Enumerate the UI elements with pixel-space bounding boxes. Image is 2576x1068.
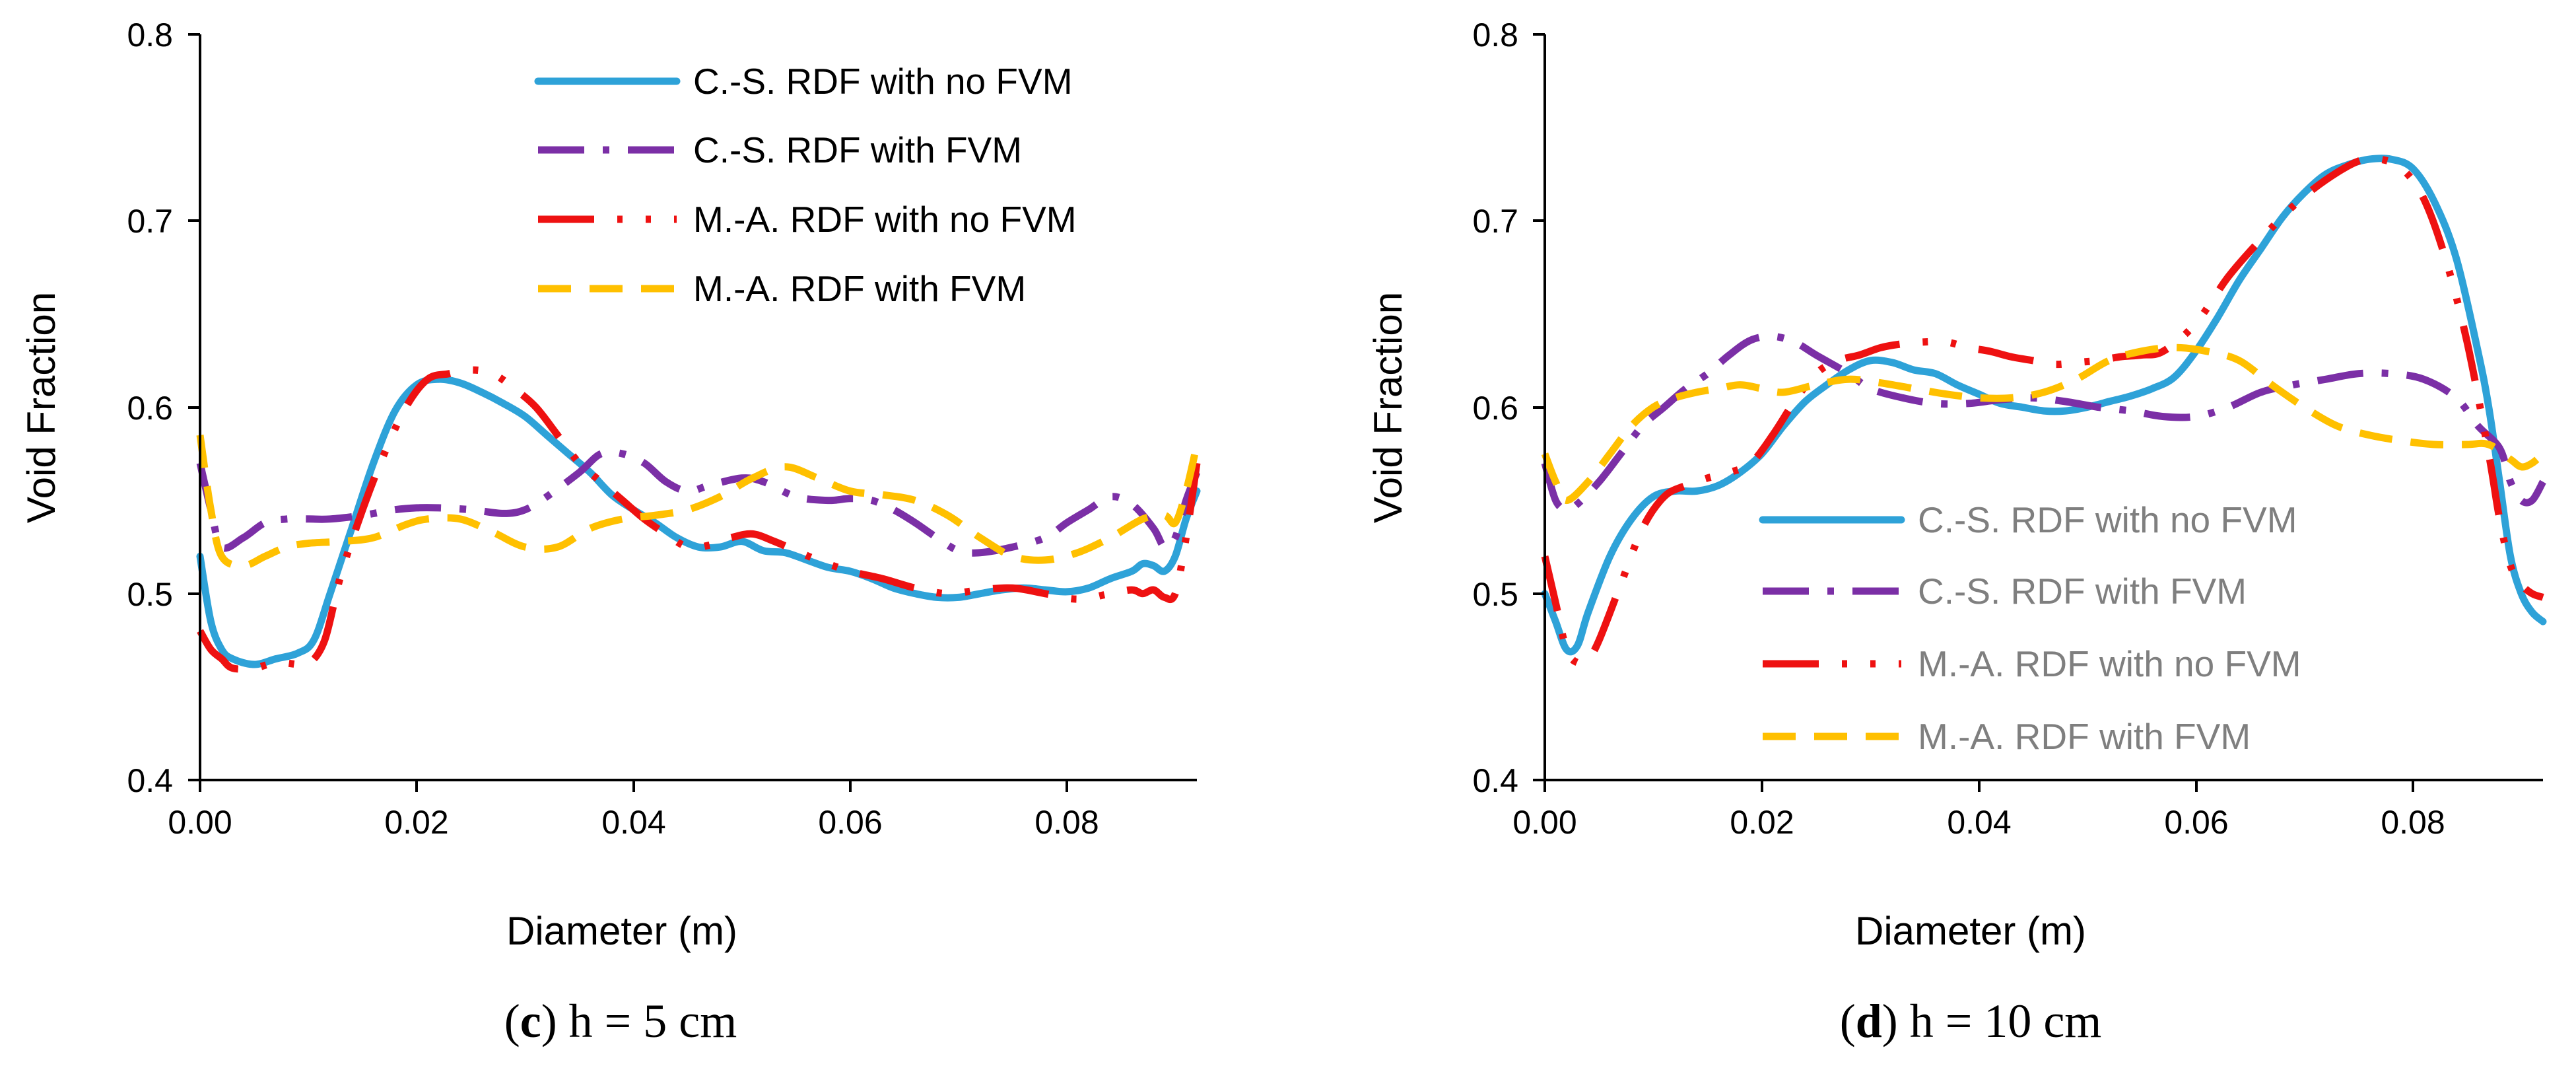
chart-panel-d: 0.8 0.7 0.6 0.5 0.4 0.00 0.02 0.04 0.06 …: [1366, 17, 2547, 1048]
panel-c-legend-label-ma-no-fvm: M.-A. RDF with no FVM: [693, 199, 1077, 240]
panel-c-x-axis-title: Diameter (m): [506, 909, 737, 953]
panel-c-axes: [188, 33, 1197, 792]
panel-c-line-ma-no-fvm: [197, 366, 1201, 673]
panel-c-caption-letter: c: [520, 995, 541, 1048]
panel-c-ytick-label: 0.5: [127, 576, 173, 613]
panel-d-x-axis-title: Diameter (m): [1855, 909, 2086, 953]
panel-c-ytick-labels: 0.8 0.7 0.6 0.5 0.4: [127, 17, 173, 799]
panel-d-line-ma-no-fvm: [1541, 155, 2544, 667]
panel-c-line-cs-no-fvm: [196, 375, 1201, 668]
panel-d-legend-label-cs-fvm: C.-S. RDF with FVM: [1918, 571, 2247, 612]
panel-c-legend-label-cs-no-fvm: C.-S. RDF with no FVM: [693, 61, 1073, 102]
panel-c-legend: C.-S. RDF with no FVM C.-S. RDF with FVM…: [534, 61, 1077, 309]
panel-d-line-cs-fvm: [1541, 332, 2546, 514]
panel-c-line-ma-fvm: [196, 435, 1201, 569]
panel-c-xtick-label: 0.02: [384, 804, 448, 841]
panel-c-xtick-labels: 0.00 0.02 0.04 0.06 0.08: [168, 804, 1099, 841]
panel-c-ytick-label: 0.8: [127, 17, 173, 53]
panel-c-xtick-label: 0.06: [818, 804, 882, 841]
panel-c-ytick-label: 0.7: [127, 203, 173, 240]
panel-c-legend-label-cs-fvm: C.-S. RDF with FVM: [693, 129, 1022, 170]
panel-c-series: [196, 366, 1201, 673]
panel-d-xtick-label: 0.08: [2381, 804, 2445, 841]
panel-d-xtick-label: 0.04: [1947, 804, 2011, 841]
panel-d-ytick-labels: 0.8 0.7 0.6 0.5 0.4: [1472, 17, 1518, 799]
panel-c-ytick-label: 0.6: [127, 390, 173, 427]
panel-d-ytick-label: 0.7: [1472, 203, 1518, 240]
panel-d-xtick-label: 0.06: [2164, 804, 2228, 841]
panel-c-legend-label-ma-fvm: M.-A. RDF with FVM: [693, 268, 1026, 309]
panel-d-series: [1541, 155, 2547, 667]
panel-d-ytick-label: 0.4: [1472, 762, 1518, 799]
panel-d-caption-letter: d: [1856, 995, 1882, 1048]
panel-d-caption: (d) h = 10 cm: [1840, 995, 2102, 1048]
panel-c-line-cs-fvm: [196, 448, 1201, 557]
panel-d-ytick-label: 0.8: [1472, 17, 1518, 53]
panel-c-caption-text: h = 5 cm: [557, 995, 737, 1048]
panel-c-xtick-label: 0.08: [1034, 804, 1099, 841]
panel-d-xtick-labels: 0.00 0.02 0.04 0.06 0.08: [1512, 804, 2445, 841]
panel-c-y-axis-title: Void Fraction: [19, 292, 63, 523]
panel-d-legend-label-ma-no-fvm: M.-A. RDF with no FVM: [1918, 643, 2301, 684]
chart-panel-c: 0.8 0.7 0.6 0.5 0.4 0.00 0.02 0.04 0.06 …: [19, 17, 1201, 1048]
panel-d-y-axis-title: Void Fraction: [1366, 292, 1410, 523]
panel-d-legend: C.-S. RDF with no FVM C.-S. RDF with FVM…: [1759, 499, 2301, 757]
panel-c-caption: (c) h = 5 cm: [504, 995, 737, 1048]
panel-d-ytick-label: 0.6: [1472, 390, 1518, 427]
panel-d-line-cs-no-fvm: [1541, 155, 2547, 656]
panel-d-ytick-label: 0.5: [1472, 576, 1518, 613]
panel-c-xtick-label: 0.04: [601, 804, 665, 841]
panel-d-caption-text: h = 10 cm: [1898, 995, 2102, 1048]
panel-c-xtick-label: 0.00: [168, 804, 232, 841]
panel-d-line-ma-fvm: [1541, 343, 2546, 505]
panel-d-axes: [1533, 33, 2543, 792]
panel-d-xtick-label: 0.00: [1512, 804, 1576, 841]
panel-d-xtick-label: 0.02: [1730, 804, 1794, 841]
panel-d-legend-label-ma-fvm: M.-A. RDF with FVM: [1918, 716, 2251, 757]
panel-c-ytick-label: 0.4: [127, 762, 173, 799]
panel-d-legend-label-cs-no-fvm: C.-S. RDF with no FVM: [1918, 499, 2297, 540]
